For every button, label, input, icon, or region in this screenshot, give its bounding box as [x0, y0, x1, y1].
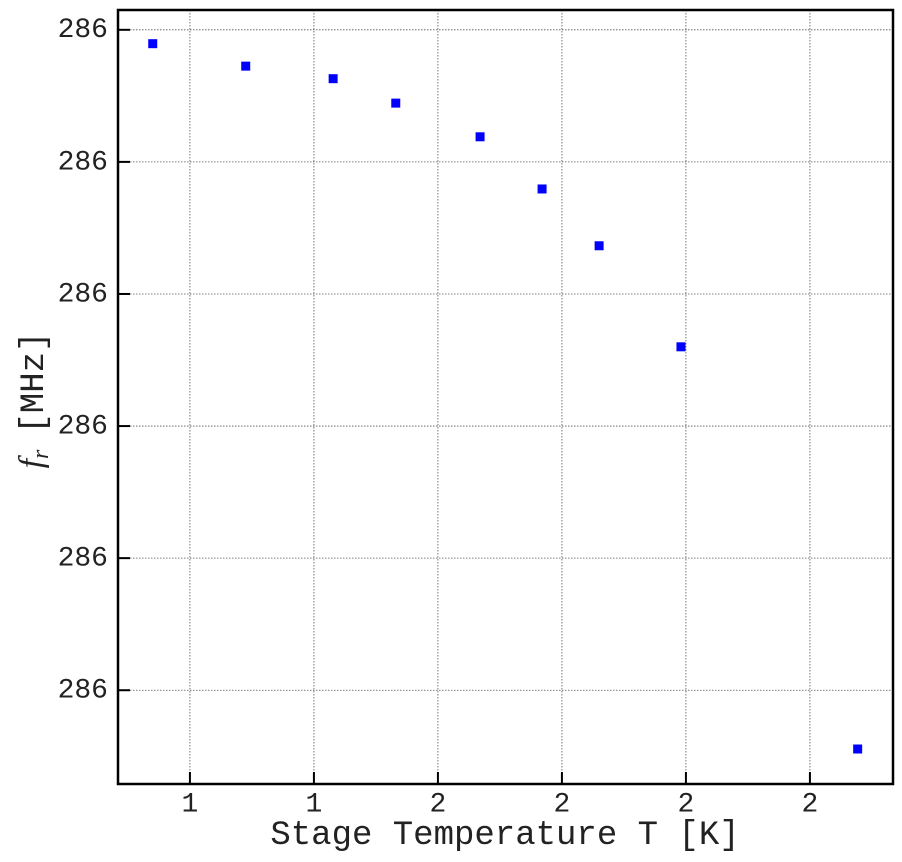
plot-frame: [116, 8, 895, 786]
x-tick-label: 2: [430, 789, 447, 820]
point: [853, 744, 863, 754]
x-axis-label: Stage Temperature T [K]: [270, 817, 739, 855]
point: [475, 132, 485, 142]
x-tick-label: 1: [306, 789, 323, 820]
x-tick-label: 2: [678, 789, 695, 820]
point: [537, 184, 547, 194]
y-label-subscript: r: [28, 449, 54, 459]
x-tick-label: 1: [182, 789, 199, 820]
y-tick-label: 286: [58, 676, 108, 707]
point: [676, 342, 686, 352]
point: [391, 98, 401, 108]
y-tick-label: 286: [58, 544, 108, 575]
point: [148, 39, 158, 49]
y-tick-label: 286: [58, 15, 108, 46]
point: [594, 241, 604, 251]
x-tick-label: 2: [554, 789, 571, 820]
y-tick-label: 286: [58, 411, 108, 442]
point: [328, 74, 338, 84]
y-tick-label: 286: [58, 279, 108, 310]
y-axis-label: fr[MHz]: [13, 332, 54, 469]
y-label-unit: [MHz]: [16, 332, 54, 434]
x-tick-label: 2: [802, 789, 819, 820]
y-tick-label: 286: [58, 147, 108, 178]
point: [241, 61, 251, 71]
